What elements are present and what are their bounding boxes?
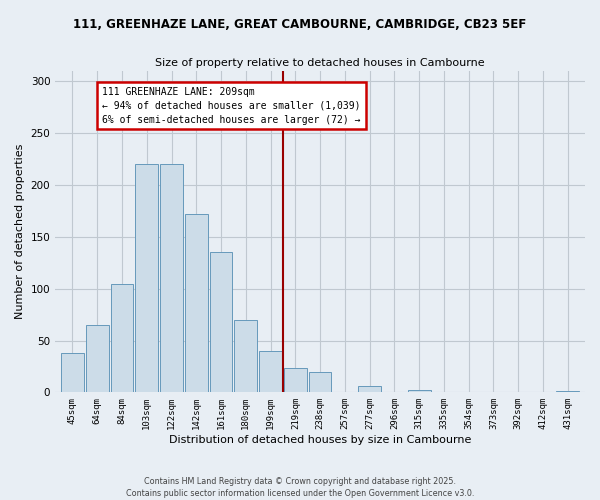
Bar [259, 351, 282, 393]
Bar [185, 214, 208, 392]
Bar [408, 390, 431, 392]
Bar [136, 164, 158, 392]
Bar [209, 252, 232, 392]
Title: Size of property relative to detached houses in Cambourne: Size of property relative to detached ho… [155, 58, 485, 68]
Text: 111, GREENHAZE LANE, GREAT CAMBOURNE, CAMBRIDGE, CB23 5EF: 111, GREENHAZE LANE, GREAT CAMBOURNE, CA… [73, 18, 527, 30]
Bar [308, 372, 331, 392]
Text: 111 GREENHAZE LANE: 209sqm
← 94% of detached houses are smaller (1,039)
6% of se: 111 GREENHAZE LANE: 209sqm ← 94% of deta… [102, 86, 361, 124]
Bar [284, 368, 307, 392]
Y-axis label: Number of detached properties: Number of detached properties [15, 144, 25, 320]
Bar [61, 353, 84, 393]
X-axis label: Distribution of detached houses by size in Cambourne: Distribution of detached houses by size … [169, 435, 471, 445]
Bar [86, 325, 109, 392]
Bar [358, 386, 381, 392]
Bar [160, 164, 183, 392]
Bar [110, 284, 133, 393]
Text: Contains HM Land Registry data © Crown copyright and database right 2025.
Contai: Contains HM Land Registry data © Crown c… [126, 476, 474, 498]
Bar [235, 320, 257, 392]
